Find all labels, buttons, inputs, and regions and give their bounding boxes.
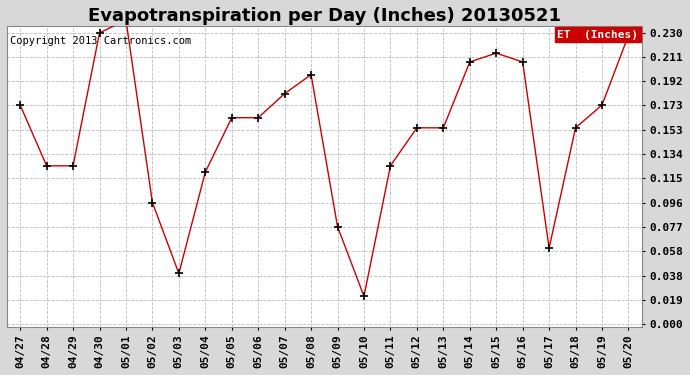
Text: Copyright 2013 Cartronics.com: Copyright 2013 Cartronics.com xyxy=(10,36,191,45)
Text: ET  (Inches): ET (Inches) xyxy=(558,30,638,39)
Title: Evapotranspiration per Day (Inches) 20130521: Evapotranspiration per Day (Inches) 2013… xyxy=(88,7,561,25)
